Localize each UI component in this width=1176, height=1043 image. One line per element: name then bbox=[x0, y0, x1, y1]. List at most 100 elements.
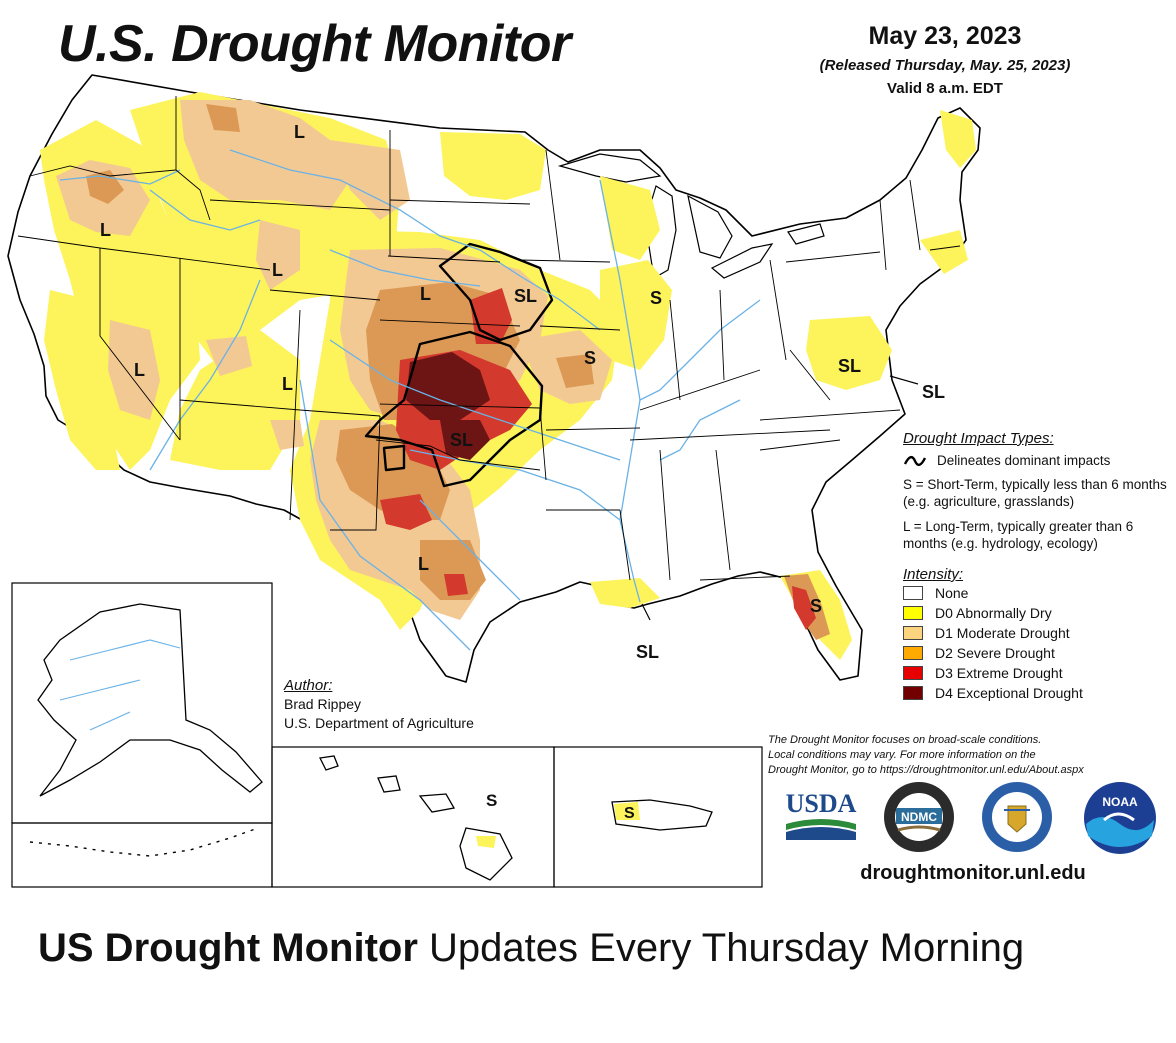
intensity-label: D2 Severe Drought bbox=[935, 645, 1055, 661]
d1-utah-spot bbox=[206, 336, 252, 376]
label-nevada: L bbox=[134, 360, 145, 380]
d2-montana-spot bbox=[206, 104, 240, 132]
border-ky-tn bbox=[629, 429, 831, 441]
intensity-label: None bbox=[935, 585, 969, 601]
map-date: May 23, 2023 bbox=[868, 22, 1022, 50]
label-iowa: SL bbox=[514, 286, 537, 306]
border-tx-ok bbox=[375, 439, 541, 471]
border-id-mt bbox=[175, 96, 211, 221]
great-lakes bbox=[557, 153, 825, 279]
author-block: Author: Brad Rippey U.S. Department of A… bbox=[284, 676, 474, 733]
intensity-swatch bbox=[903, 646, 923, 660]
alaska-outline bbox=[37, 603, 263, 797]
border-nd-sd bbox=[389, 199, 531, 205]
disclaimer-line-1: The Drought Monitor focuses on broad-sca… bbox=[768, 734, 1042, 746]
commerce-seal-icon[interactable] bbox=[980, 780, 1054, 854]
aleutians bbox=[29, 827, 259, 857]
label-florida: S bbox=[810, 596, 822, 616]
alaska-map bbox=[29, 603, 263, 857]
d1-wyoming bbox=[256, 220, 300, 290]
d2-texas-south bbox=[420, 540, 486, 600]
intensity-swatch bbox=[903, 686, 923, 700]
border-new-england bbox=[879, 179, 961, 271]
intensity-label: D0 Abnormally Dry bbox=[935, 605, 1052, 621]
border-pa-ny bbox=[785, 251, 881, 263]
label-hawaii: S bbox=[486, 791, 497, 810]
label-montana: L bbox=[294, 122, 305, 142]
disclaimer-line-3: Drought Monitor, go to https://droughtmo… bbox=[768, 764, 1084, 776]
svg-text:NOAA: NOAA bbox=[1102, 795, 1138, 809]
rivers bbox=[59, 149, 761, 651]
border-wy-co bbox=[269, 289, 381, 301]
label-puerto-rico: S bbox=[624, 805, 635, 822]
river-missouri bbox=[229, 149, 601, 331]
label-idaho: L bbox=[272, 260, 283, 280]
border-wa-or bbox=[29, 165, 177, 177]
label-kansas: SL bbox=[450, 430, 473, 450]
intensity-row: D1 Moderate Drought bbox=[903, 623, 1173, 643]
hawaii-oahu bbox=[377, 775, 401, 793]
usda-logo[interactable]: USDA bbox=[782, 780, 860, 846]
state-boundaries bbox=[17, 96, 961, 581]
disclaimer-line-2: Local conditions may vary. For more info… bbox=[768, 749, 1036, 761]
river-brazos bbox=[419, 499, 521, 601]
map-title: U.S. Drought Monitor bbox=[58, 15, 571, 73]
label-missouri: S bbox=[584, 348, 596, 368]
border-va-nc bbox=[759, 409, 901, 421]
delineates-text: Delineates dominant impacts bbox=[937, 453, 1111, 468]
inset-panels bbox=[11, 582, 763, 888]
river-ohio bbox=[639, 299, 761, 401]
long-term-note: L = Long-Term, typically greater than 6 … bbox=[903, 519, 1134, 551]
intensity-row: None bbox=[903, 583, 1173, 603]
puerto-rico-map: S bbox=[611, 799, 713, 831]
ndmc-logo[interactable]: NDMC bbox=[882, 780, 956, 854]
d3-texas-panhandle bbox=[380, 494, 432, 530]
border-ut-az bbox=[179, 399, 301, 411]
border-ga-fl bbox=[699, 575, 791, 581]
intensity-swatch bbox=[903, 606, 923, 620]
intensity-label: D1 Moderate Drought bbox=[935, 625, 1070, 641]
border-mt-wy bbox=[209, 199, 391, 211]
intensity-row: D3 Extreme Drought bbox=[903, 663, 1173, 683]
d0-midwest bbox=[600, 260, 672, 370]
delineates-row: Delineates dominant impacts bbox=[903, 453, 1173, 468]
d0-california bbox=[44, 290, 120, 470]
outline-texas-small bbox=[382, 444, 406, 472]
outline-plains bbox=[364, 330, 544, 488]
impact-curve-icon bbox=[903, 455, 927, 466]
lake-erie bbox=[710, 243, 774, 279]
impact-types-heading: Drought Impact Types: bbox=[903, 430, 1054, 447]
river-rio-grande bbox=[299, 379, 471, 651]
border-or-ca bbox=[17, 235, 101, 249]
hawaii-d0 bbox=[476, 836, 496, 848]
disclaimer: The Drought Monitor focuses on broad-sca… bbox=[768, 733, 1168, 778]
border-mn-ia bbox=[519, 259, 611, 263]
intensity-swatch bbox=[903, 626, 923, 640]
label-nebraska: L bbox=[420, 284, 431, 304]
short-term-note: S = Short-Term, typically less than 6 mo… bbox=[903, 477, 1167, 509]
caption-strong: US Drought Monitor bbox=[38, 926, 418, 970]
d0-gulf-coast bbox=[590, 578, 660, 608]
border-mo-ar bbox=[545, 427, 641, 431]
caption: US Drought Monitor Updates Every Thursda… bbox=[38, 916, 1138, 980]
noaa-logo[interactable]: NOAA bbox=[1082, 780, 1158, 856]
lake-ontario bbox=[787, 223, 825, 245]
border-az-nm bbox=[289, 309, 301, 521]
d4-kansas bbox=[406, 352, 490, 420]
map-canvas: L L L L L L SL S S SL L SL SL SL S bbox=[7, 74, 981, 888]
d0-upper-midwest bbox=[600, 176, 660, 260]
site-url[interactable]: droughtmonitor.unl.edu bbox=[860, 862, 1086, 884]
label-texas: L bbox=[418, 554, 429, 574]
river-arkansas bbox=[329, 339, 621, 461]
river-tennessee bbox=[659, 399, 741, 461]
river-colorado bbox=[149, 279, 261, 471]
lake-huron bbox=[687, 194, 733, 259]
d0-maine bbox=[940, 110, 976, 168]
hawaii-kauai bbox=[319, 755, 339, 771]
alaska-rivers bbox=[59, 639, 181, 731]
intensity-swatch bbox=[903, 666, 923, 680]
intensity-list: None D0 Abnormally Dry D1 Moderate Drought… bbox=[903, 583, 1173, 703]
border-la-ms bbox=[619, 509, 631, 581]
d0-dakotas bbox=[440, 132, 546, 200]
hawaii-maui bbox=[418, 793, 456, 813]
